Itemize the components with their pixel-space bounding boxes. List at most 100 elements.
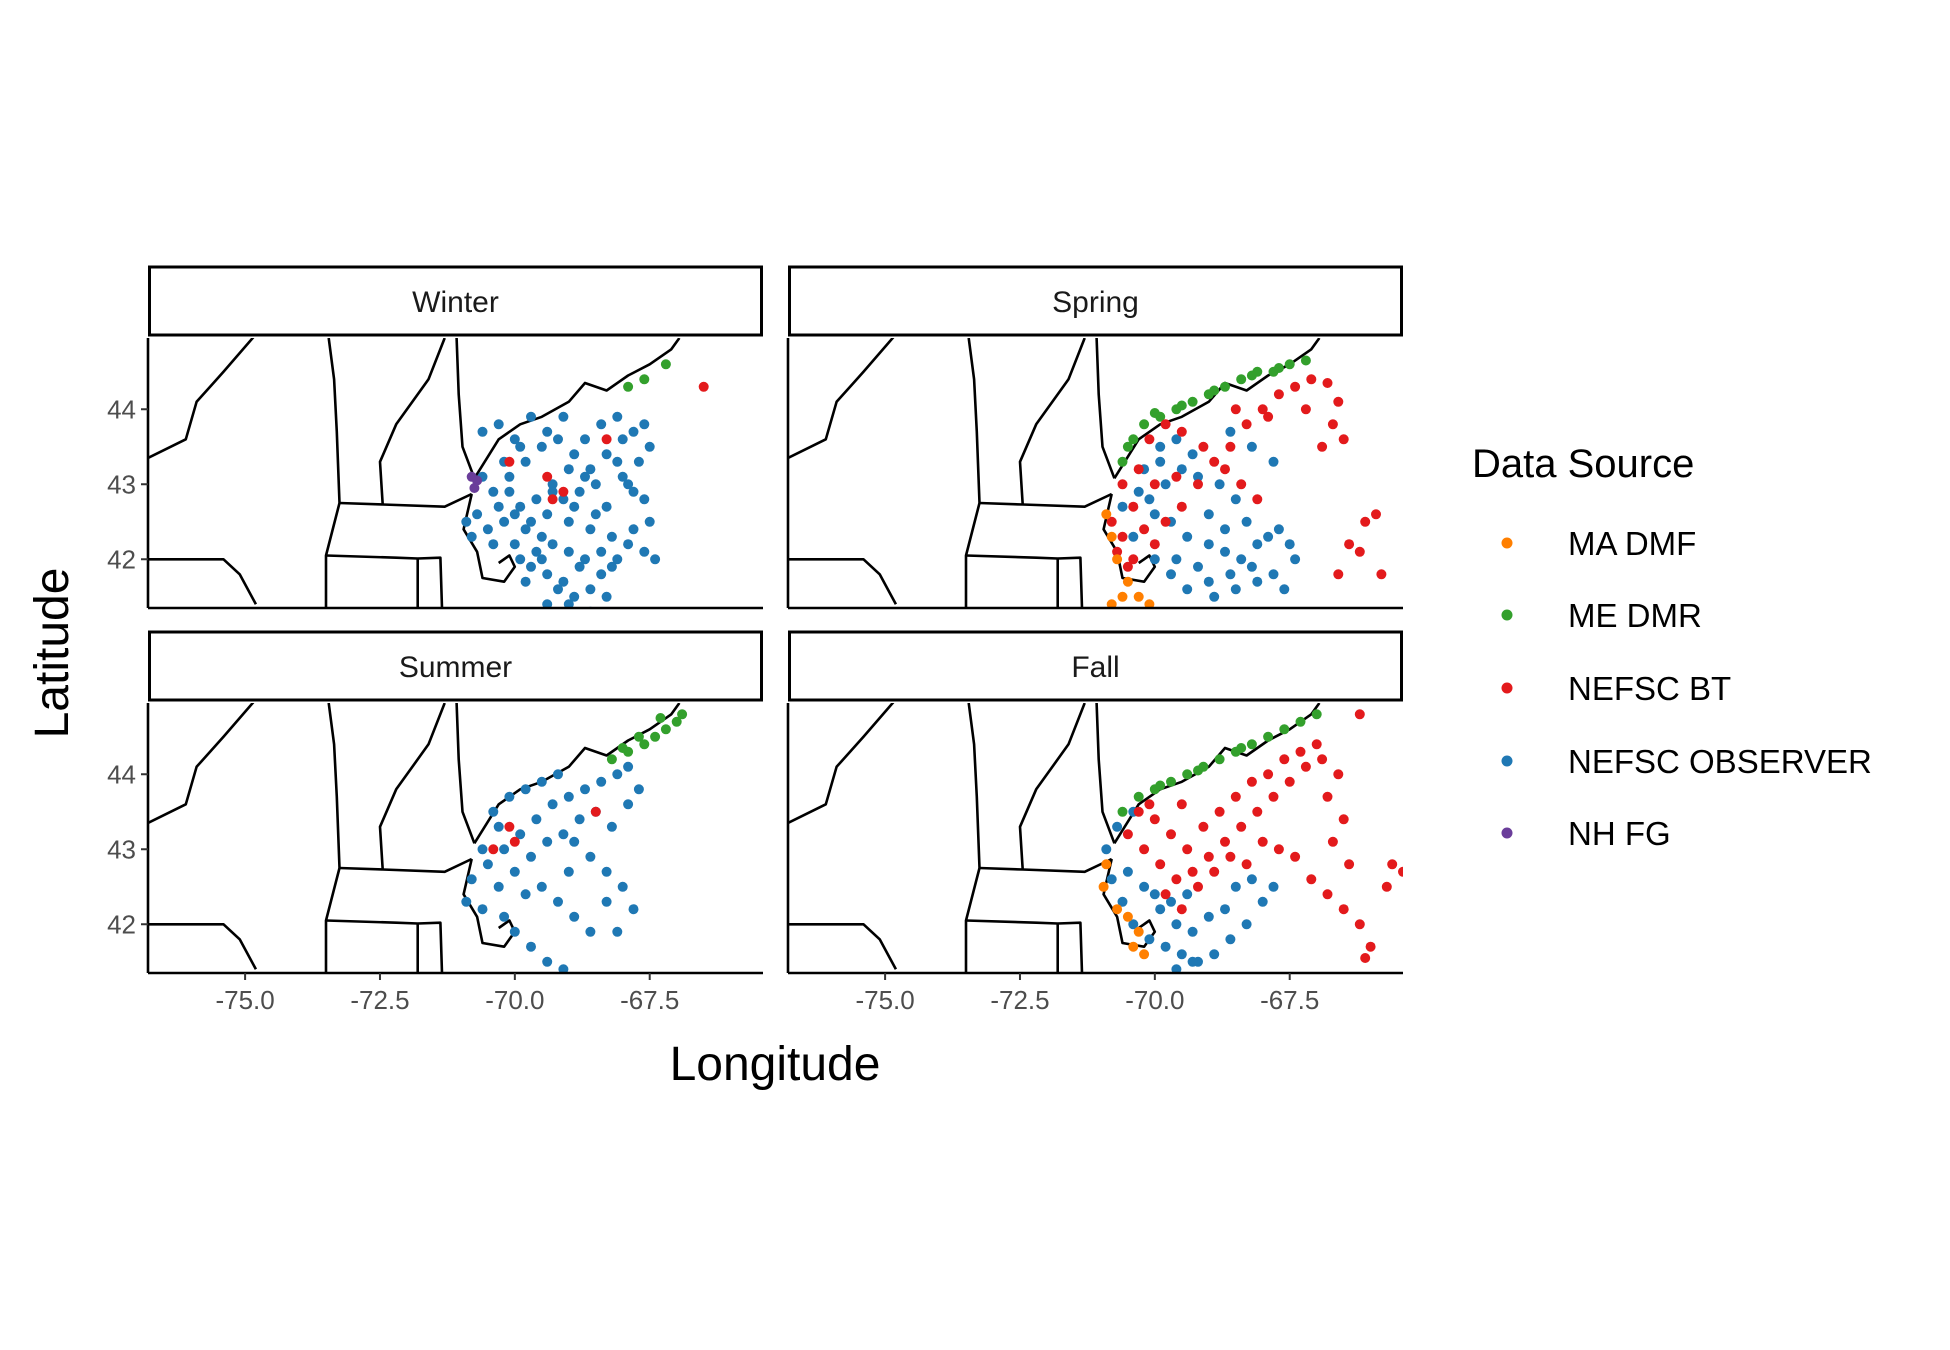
data-point xyxy=(469,483,480,493)
data-point xyxy=(461,516,472,527)
y-tick-label: 44 xyxy=(107,394,136,424)
data-point xyxy=(1327,419,1338,430)
data-point xyxy=(650,554,661,565)
data-point xyxy=(660,359,671,370)
data-point xyxy=(1101,509,1112,520)
data-point xyxy=(585,851,596,862)
data-point xyxy=(1187,926,1198,937)
data-point xyxy=(1263,411,1274,422)
data-point xyxy=(553,896,563,907)
data-point xyxy=(1268,791,1279,802)
data-point xyxy=(1098,881,1109,892)
data-point xyxy=(531,494,542,505)
facet-strip xyxy=(788,630,1403,702)
data-point xyxy=(1101,859,1112,870)
data-point xyxy=(472,509,483,520)
data-point xyxy=(617,881,628,892)
data-point xyxy=(1182,531,1193,542)
data-point xyxy=(1220,464,1230,475)
state-border xyxy=(1095,703,1116,844)
data-point xyxy=(553,434,563,445)
data-point xyxy=(569,591,580,602)
data-point xyxy=(628,426,639,437)
data-point xyxy=(1149,539,1160,550)
data-point xyxy=(1193,561,1203,572)
data-point xyxy=(1122,576,1133,587)
data-point xyxy=(493,821,504,832)
data-point xyxy=(558,411,569,422)
data-point xyxy=(1144,494,1155,505)
facet-title: Fall xyxy=(1071,651,1119,684)
data-point xyxy=(1241,919,1252,930)
data-point xyxy=(1160,941,1171,952)
data-point xyxy=(1193,765,1203,776)
data-point xyxy=(1144,799,1155,810)
y-tick-label: 42 xyxy=(107,544,136,574)
data-point xyxy=(1155,859,1166,870)
data-point xyxy=(482,859,493,870)
legend-key-me-dmr xyxy=(1501,609,1513,621)
data-point xyxy=(1203,539,1214,550)
data-point xyxy=(1187,956,1198,967)
data-point xyxy=(644,516,655,527)
facet-strip xyxy=(788,265,1403,337)
state-border xyxy=(964,703,981,973)
data-point xyxy=(1209,591,1220,602)
data-point xyxy=(601,866,612,877)
data-point xyxy=(472,475,483,486)
data-point xyxy=(1117,456,1128,467)
legend-label: ME DMR xyxy=(1568,597,1702,634)
data-point xyxy=(531,814,542,825)
data-point xyxy=(1193,471,1203,482)
data-point xyxy=(1311,739,1322,750)
data-point xyxy=(580,554,590,565)
x-tick-label: -72.5 xyxy=(350,985,409,1015)
data-point xyxy=(1149,408,1160,418)
basemap xyxy=(788,703,1321,973)
data-point xyxy=(547,799,558,810)
state-border xyxy=(473,338,681,479)
basemap xyxy=(148,338,681,608)
data-point xyxy=(1360,953,1371,963)
y-tick-label: 43 xyxy=(107,834,136,864)
data-point xyxy=(1263,769,1274,780)
x-tick-label: -72.5 xyxy=(990,985,1049,1015)
data-point xyxy=(1236,554,1247,565)
facet-panel: Winter 42 43 44 xyxy=(107,265,763,610)
data-point xyxy=(1371,509,1381,520)
data-point xyxy=(461,896,472,907)
data-point xyxy=(504,821,515,832)
data-point xyxy=(1160,479,1171,490)
data-point xyxy=(677,709,688,720)
data-point xyxy=(1344,859,1355,870)
data-point xyxy=(563,546,574,557)
data-point xyxy=(606,821,617,832)
data-point xyxy=(1225,441,1236,452)
data-point xyxy=(1306,374,1317,385)
data-point xyxy=(1381,881,1392,892)
data-point xyxy=(639,739,650,750)
data-point xyxy=(1176,949,1187,960)
state-border xyxy=(1113,703,1321,844)
state-border xyxy=(788,558,898,605)
data-point xyxy=(1149,814,1160,825)
data-point xyxy=(1144,934,1155,945)
data-point xyxy=(1300,404,1311,415)
data-point xyxy=(520,456,531,467)
data-point xyxy=(1263,731,1274,742)
data-point xyxy=(493,881,504,892)
y-axis-title: Latitude xyxy=(26,568,79,739)
data-point xyxy=(553,769,563,780)
y-tick-label: 44 xyxy=(107,759,136,789)
state-border xyxy=(339,492,473,508)
data-point xyxy=(1263,531,1274,542)
data-point xyxy=(1241,419,1252,430)
data-point xyxy=(504,456,515,467)
data-point xyxy=(526,941,536,952)
data-point xyxy=(612,554,623,565)
data-point xyxy=(558,964,569,973)
data-point xyxy=(574,814,585,825)
data-point xyxy=(1300,355,1311,366)
state-border xyxy=(965,554,1084,608)
data-point xyxy=(623,799,634,810)
